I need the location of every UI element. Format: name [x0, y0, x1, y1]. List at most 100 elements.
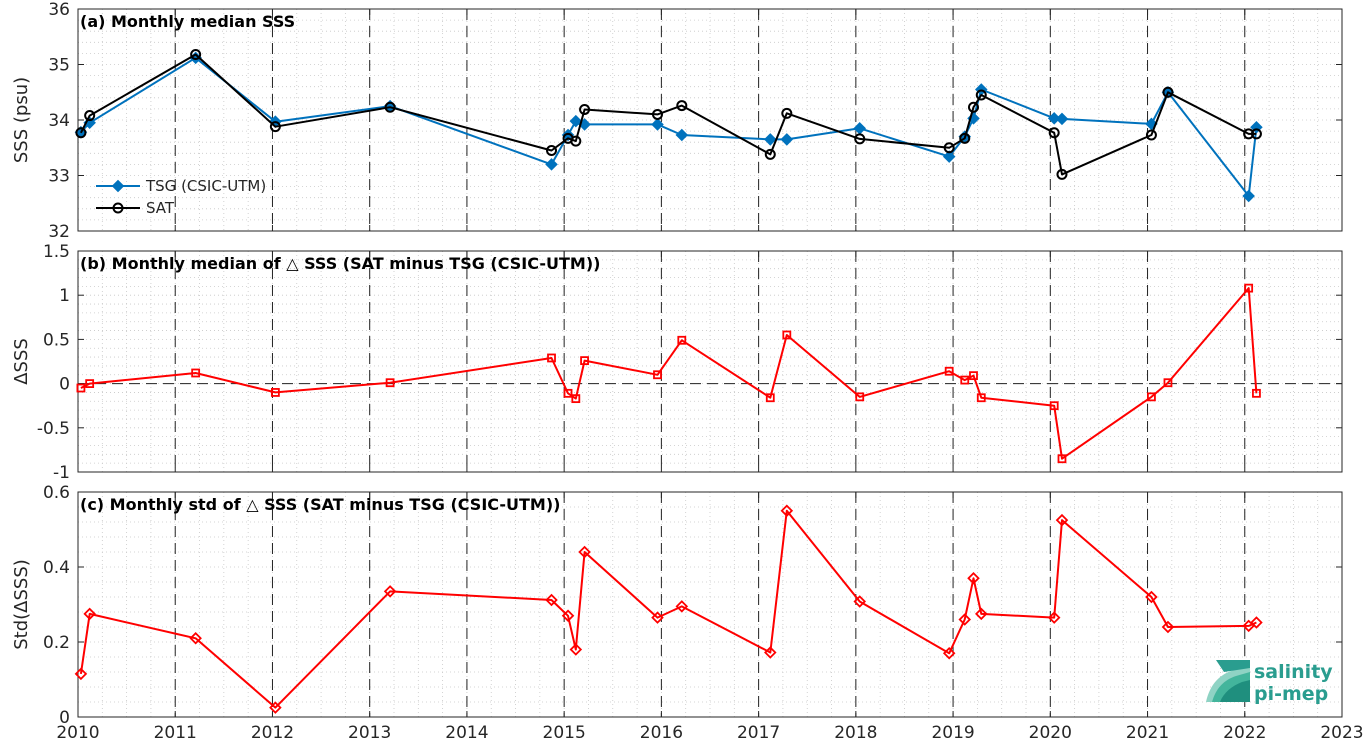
plot-area — [78, 251, 1342, 472]
data-point — [676, 100, 688, 112]
data-point — [853, 595, 867, 608]
data-point — [1048, 127, 1060, 139]
axes-box — [77, 250, 1343, 473]
data-point — [545, 593, 558, 607]
x-tick-label: 2019 — [931, 723, 974, 743]
data-point — [84, 110, 96, 122]
data-point — [571, 394, 581, 404]
data-point — [385, 378, 395, 388]
data-point — [781, 107, 793, 119]
axes-box — [77, 491, 1343, 718]
data-point — [191, 368, 201, 378]
panel-title: (c) Monthly std of △ SSS (SAT minus TSG … — [80, 495, 560, 514]
data-point — [269, 121, 281, 133]
y-tick-label: 36 — [48, 0, 70, 20]
data-point — [1047, 112, 1061, 125]
data-point — [546, 145, 558, 157]
data-point — [975, 89, 987, 101]
data-point — [976, 393, 986, 403]
data-point — [975, 607, 988, 621]
data-point — [76, 383, 86, 393]
data-point — [1163, 378, 1173, 388]
x-tick-label: 2010 — [56, 723, 99, 743]
y-axis-label: Std(ΔSSS) — [11, 559, 32, 650]
legend-label: TSG (CSIC-UTM) — [145, 177, 266, 195]
data-point — [1161, 620, 1175, 634]
panel-b-delta-sss: -1 -0.5 0 0.5 1 1.5 ΔSSS (b) Monthly median of … — [11, 242, 1343, 483]
data-point — [1055, 513, 1069, 527]
data-point — [383, 585, 397, 598]
x-tick-label: 2018 — [834, 723, 877, 743]
y-tick-label: 1 — [59, 286, 70, 306]
logo-line2: pi-mep — [1254, 683, 1328, 705]
data-point — [580, 356, 589, 366]
y-tick-label: 34 — [48, 111, 70, 131]
x-tick-label: 2011 — [154, 723, 197, 743]
data-point — [269, 701, 282, 714]
data-point — [563, 388, 573, 398]
data-point — [943, 142, 955, 154]
data-point — [1250, 128, 1262, 140]
y-tick-label: 0.4 — [43, 558, 70, 578]
data-point — [569, 643, 583, 656]
y-tick-label: 35 — [48, 56, 70, 76]
logo-wave-icon — [1206, 660, 1250, 702]
data-point — [85, 379, 95, 389]
data-point — [969, 371, 978, 381]
data-point — [651, 118, 664, 131]
data-point — [854, 133, 866, 145]
data-point — [944, 366, 954, 376]
data-point — [651, 611, 664, 624]
y-tick-label: 0 — [59, 708, 70, 728]
salinity-pi-mep-logo: salinity pi-mep — [1206, 660, 1333, 705]
data-point — [1250, 616, 1263, 629]
x-tick-label: 2015 — [543, 723, 586, 743]
data-point — [561, 128, 575, 142]
data-point — [653, 370, 662, 380]
data-point — [967, 571, 980, 585]
y-tick-label: 0.5 — [43, 330, 70, 350]
x-tick-label: 2023 — [1320, 723, 1363, 743]
legend: TSG (CSIC-UTM) SAT — [96, 177, 266, 217]
data-point — [545, 158, 558, 171]
data-point — [1252, 388, 1261, 398]
data-point — [782, 330, 792, 340]
x-tick-label: 2016 — [640, 723, 683, 743]
data-point — [1047, 611, 1061, 624]
series-line-1 — [80, 53, 1257, 176]
data-point — [1243, 128, 1255, 140]
y-axis-label: ΔSSS — [11, 338, 32, 385]
data-point — [855, 392, 865, 402]
x-tick-label: 2014 — [445, 723, 488, 743]
series-line-0 — [79, 509, 1257, 709]
panel-c-std-delta-sss: 2010 2011 2012 2013 2014 2015 2016 2017 2018 2019… — [11, 483, 1364, 743]
data-point — [675, 600, 689, 613]
data-point — [1057, 454, 1067, 464]
data-point — [1244, 283, 1254, 293]
y-tick-label: 33 — [48, 167, 70, 187]
data-point — [942, 150, 956, 163]
logo-line1: salinity — [1254, 661, 1333, 683]
data-point — [579, 103, 591, 115]
data-point — [1056, 168, 1068, 180]
x-tick-label: 2021 — [1126, 723, 1169, 743]
data-point — [960, 375, 970, 385]
data-point — [569, 114, 583, 128]
data-point — [764, 646, 777, 659]
data-point — [75, 127, 87, 139]
y-axis-label: SSS (psu) — [11, 77, 32, 163]
legend-marker — [111, 179, 125, 193]
data-point — [1145, 129, 1157, 141]
data-point — [270, 388, 280, 397]
data-point — [677, 335, 687, 345]
data-point — [959, 132, 971, 144]
data-point — [1145, 117, 1158, 131]
y-tick-label: -0.5 — [37, 419, 70, 439]
y-tick-label: 0.6 — [43, 483, 70, 503]
data-point — [651, 108, 663, 120]
series-line-0 — [80, 56, 1258, 197]
y-tick-label: 0 — [59, 375, 70, 395]
x-tick-label: 2022 — [1223, 723, 1266, 743]
data-point — [83, 607, 96, 621]
